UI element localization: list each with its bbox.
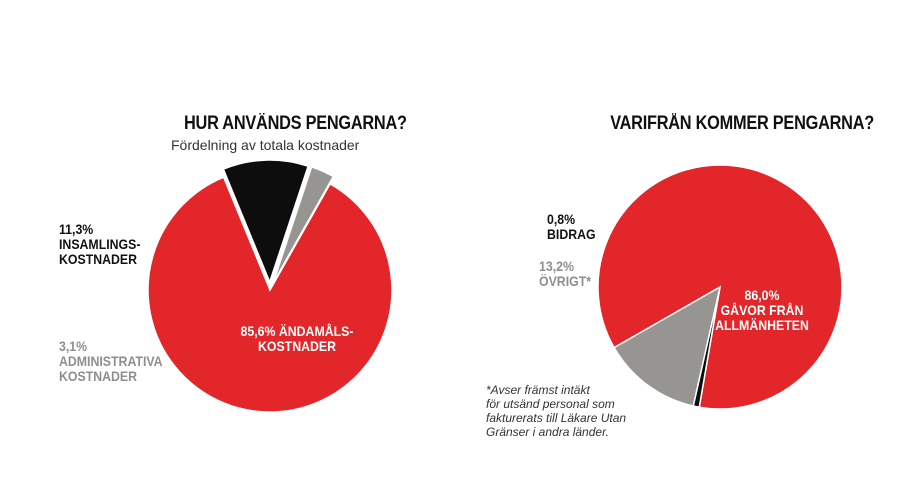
pie-chart-income xyxy=(597,164,843,410)
slice-ovrigt xyxy=(613,285,722,407)
chart1-subtitle: Fördelning av totala kostnader xyxy=(171,137,360,153)
label-ovrigt: 13,2% ÖVRIGT* xyxy=(539,258,592,289)
label-bidrag: 0,8% BIDRAG xyxy=(547,211,596,242)
chart2-title: VARIFRÅN KOMMER PENGARNA? xyxy=(610,113,874,134)
slice-administrativa-kostnader xyxy=(272,165,335,284)
label-gavor-fran-allmanheten: 86,0% GÅVOR FRÅN ALLMÄNHETEN xyxy=(715,287,809,333)
slice-insamlingskostnader xyxy=(222,159,310,285)
label-administrativa-kostnader: 3,1% ADMINISTRATIVA KOSTNADER xyxy=(59,338,163,384)
slice-andamalskostnader xyxy=(147,176,393,413)
footnote: *Avser främst intäkt för utsänd personal… xyxy=(486,383,627,439)
chart1-title: HUR ANVÄNDS PENGARNA? xyxy=(184,113,407,134)
label-insamlingskostnader: 11,3% INSAMLINGS- KOSTNADER xyxy=(59,221,141,267)
pie-chart-costs xyxy=(147,159,393,413)
label-andamalskostnader: 85,6% ÄNDAMÅLS- KOSTNADER xyxy=(240,323,354,354)
